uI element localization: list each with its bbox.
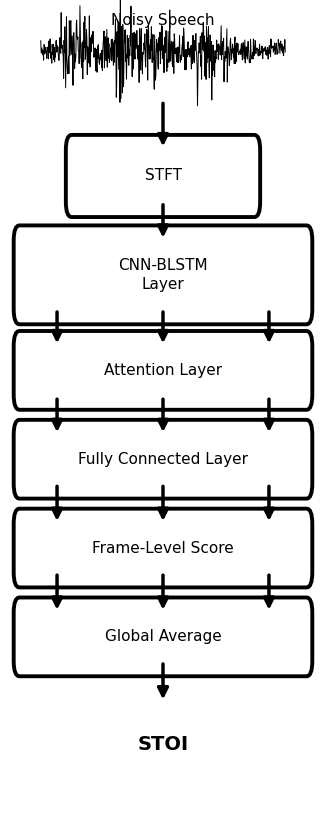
Text: CNN-BLSTM
Layer: CNN-BLSTM Layer <box>118 258 208 292</box>
Text: STFT: STFT <box>144 168 182 184</box>
FancyBboxPatch shape <box>14 509 312 587</box>
FancyBboxPatch shape <box>14 331 312 410</box>
FancyBboxPatch shape <box>66 135 260 217</box>
Text: Global Average: Global Average <box>105 629 221 644</box>
Text: Frame-Level Score: Frame-Level Score <box>92 541 234 556</box>
Text: Noisy Speech: Noisy Speech <box>111 13 215 28</box>
FancyBboxPatch shape <box>14 420 312 499</box>
Text: Fully Connected Layer: Fully Connected Layer <box>78 452 248 467</box>
FancyBboxPatch shape <box>14 597 312 676</box>
Text: STOI: STOI <box>138 735 188 753</box>
Text: Attention Layer: Attention Layer <box>104 363 222 378</box>
FancyBboxPatch shape <box>14 225 312 324</box>
